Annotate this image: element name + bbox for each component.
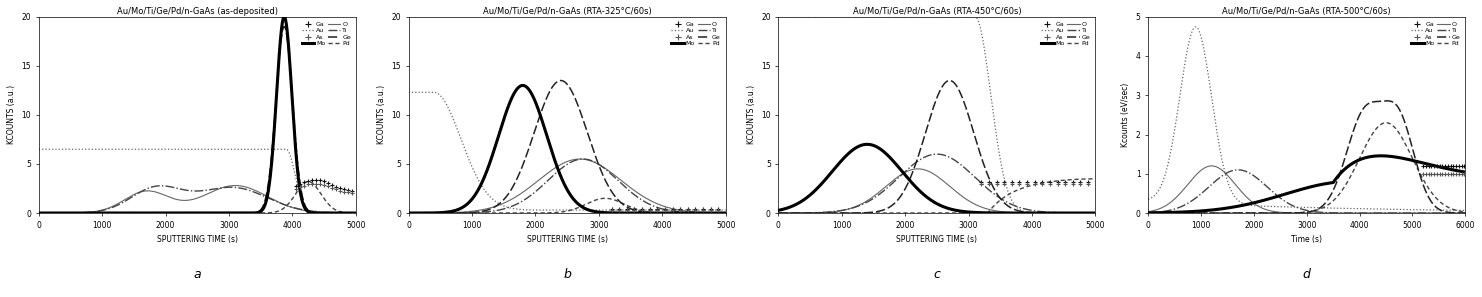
Text: a: a bbox=[194, 268, 202, 281]
Y-axis label: Kcounts (eV/sec): Kcounts (eV/sec) bbox=[1120, 83, 1131, 147]
Title: Au/Mo/Ti/Ge/Pd/n-GaAs (RTA-500°C/60s): Au/Mo/Ti/Ge/Pd/n-GaAs (RTA-500°C/60s) bbox=[1223, 7, 1392, 16]
Text: c: c bbox=[934, 268, 941, 281]
Y-axis label: KCOUNTS (a.u.): KCOUNTS (a.u.) bbox=[376, 85, 385, 144]
Legend: Ga, Au, As, Mo, O, Ti, Ge, Pd: Ga, Au, As, Mo, O, Ti, Ge, Pd bbox=[670, 20, 723, 48]
Text: d: d bbox=[1303, 268, 1310, 281]
Title: Au/Mo/Ti/Ge/Pd/n-GaAs (RTA-450°C/60s): Au/Mo/Ti/Ge/Pd/n-GaAs (RTA-450°C/60s) bbox=[852, 7, 1021, 16]
Text: b: b bbox=[563, 268, 571, 281]
Legend: Ga, Au, As, Mo, O, Ti, Ge, Pd: Ga, Au, As, Mo, O, Ti, Ge, Pd bbox=[1039, 20, 1092, 48]
Y-axis label: KCOUNTS (a.u.): KCOUNTS (a.u.) bbox=[7, 85, 16, 144]
Title: Au/Mo/Ti/Ge/Pd/n-GaAs (RTA-325°C/60s): Au/Mo/Ti/Ge/Pd/n-GaAs (RTA-325°C/60s) bbox=[483, 7, 652, 16]
Title: Au/Mo/Ti/Ge/Pd/n-GaAs (as-deposited): Au/Mo/Ti/Ge/Pd/n-GaAs (as-deposited) bbox=[117, 7, 277, 16]
X-axis label: Time (s): Time (s) bbox=[1291, 235, 1322, 244]
Legend: Ga, Au, As, Mo, O, Ti, Ge, Pd: Ga, Au, As, Mo, O, Ti, Ge, Pd bbox=[1409, 20, 1463, 48]
X-axis label: SPUTTERING TIME (s): SPUTTERING TIME (s) bbox=[157, 235, 237, 244]
X-axis label: SPUTTERING TIME (s): SPUTTERING TIME (s) bbox=[897, 235, 978, 244]
Legend: Ga, Au, As, Mo, O, Ti, Ge, Pd: Ga, Au, As, Mo, O, Ti, Ge, Pd bbox=[299, 20, 353, 48]
Y-axis label: KCOUNTS (a.u.): KCOUNTS (a.u.) bbox=[747, 85, 756, 144]
X-axis label: SPUTTERING TIME (s): SPUTTERING TIME (s) bbox=[526, 235, 608, 244]
